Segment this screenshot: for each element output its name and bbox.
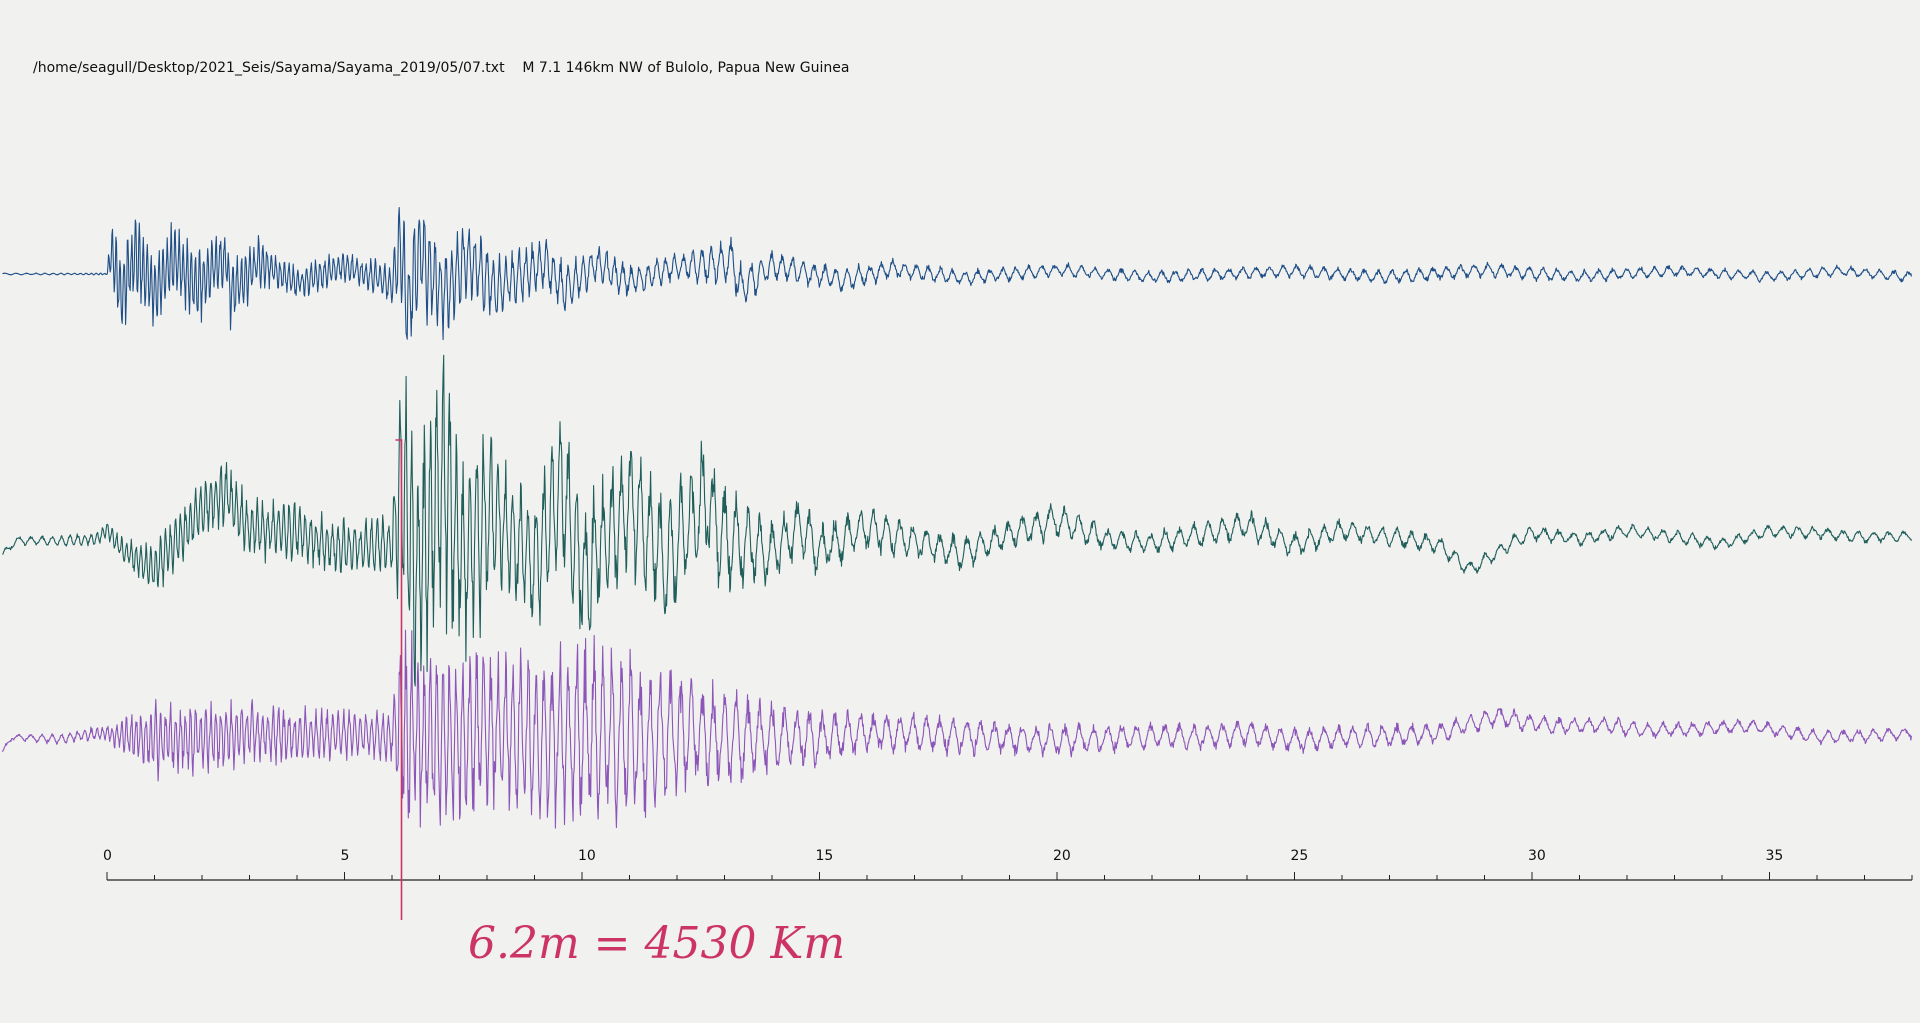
event-title: M 7.1 146km NW of Bulolo, Papua New Guin… bbox=[522, 60, 850, 76]
trace-line-1 bbox=[2, 207, 1912, 341]
tick-label: 15 bbox=[816, 848, 834, 864]
tick-label: 30 bbox=[1528, 848, 1546, 864]
arrival-marker bbox=[395, 439, 403, 920]
trace-line-2 bbox=[2, 354, 1912, 687]
tick-label: 5 bbox=[341, 848, 350, 864]
marker-line bbox=[395, 439, 403, 920]
trace-line-3 bbox=[1, 629, 1912, 829]
file-header: /home/seagull/Desktop/2021_Seis/Sayama/S… bbox=[33, 60, 849, 76]
tick-label: 20 bbox=[1053, 848, 1071, 864]
tick-label: 0 bbox=[103, 848, 112, 864]
tick-label: 35 bbox=[1766, 848, 1784, 864]
file-path: /home/seagull/Desktop/2021_Seis/Sayama/S… bbox=[33, 60, 505, 76]
time-axis: 0 5 10 15 20 25 30 35 bbox=[103, 848, 1913, 881]
tick-label: 10 bbox=[578, 848, 596, 864]
seismic-traces bbox=[1, 207, 1912, 829]
tick-label: 25 bbox=[1291, 848, 1309, 864]
distance-annotation: 6.2m = 4530 Km bbox=[468, 918, 845, 969]
